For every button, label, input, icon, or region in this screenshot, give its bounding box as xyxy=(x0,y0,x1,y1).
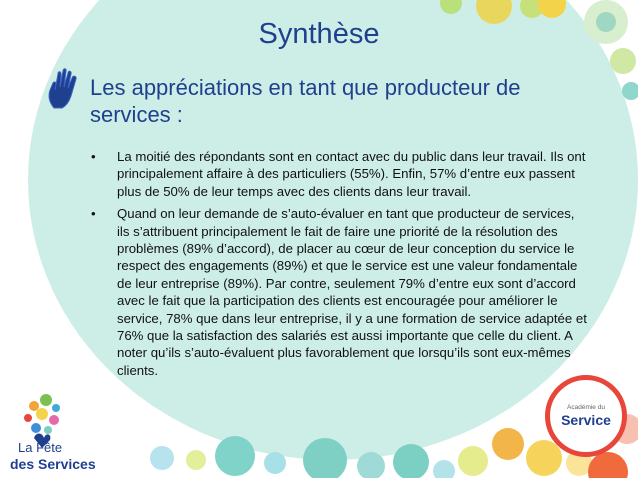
decor-circle xyxy=(215,436,255,476)
decor-circle xyxy=(440,0,462,14)
decor-circle xyxy=(433,460,455,478)
decor-circle xyxy=(492,428,524,460)
fete-des-services-logo-icon xyxy=(24,394,60,448)
list-item: • La moitié des répondants sont en conta… xyxy=(90,148,590,200)
decor-circle xyxy=(357,452,385,478)
decor-circle xyxy=(596,12,616,32)
slide-title: Synthèse xyxy=(258,18,380,50)
bullet-list: • La moitié des répondants sont en conta… xyxy=(90,148,590,384)
academie-du-service-badge: Académie du Service xyxy=(545,375,627,457)
decor-circle xyxy=(610,48,636,74)
decor-circle xyxy=(264,452,286,474)
bullet-marker: • xyxy=(91,149,96,164)
decor-circle xyxy=(150,446,174,470)
decor-circle xyxy=(393,444,429,478)
bullet-text: La moitié des répondants sont en contact… xyxy=(117,149,586,199)
decor-circle xyxy=(622,82,638,100)
decor-circle xyxy=(186,450,206,470)
bullet-marker: • xyxy=(91,206,96,222)
background-mint-circle xyxy=(28,0,638,460)
decor-circle xyxy=(458,446,488,476)
fete-logo-line1: La Fête xyxy=(18,440,63,455)
badge-small-text: Académie du xyxy=(567,404,605,411)
decor-circle xyxy=(538,0,566,18)
bullet-text: Quand on leur demande de s’auto-évaluer … xyxy=(117,206,587,378)
slide-subtitle: Les appréciations en tant que producteur… xyxy=(90,75,521,127)
hand-icon xyxy=(48,68,77,109)
list-item: • Quand on leur demande de s’auto-évalue… xyxy=(90,205,590,379)
badge-big-text: Service xyxy=(561,412,611,428)
decor-circle xyxy=(588,452,628,478)
fete-logo-line2: des Services xyxy=(10,456,96,472)
decor-circle xyxy=(526,440,562,476)
decor-circle xyxy=(303,438,347,478)
